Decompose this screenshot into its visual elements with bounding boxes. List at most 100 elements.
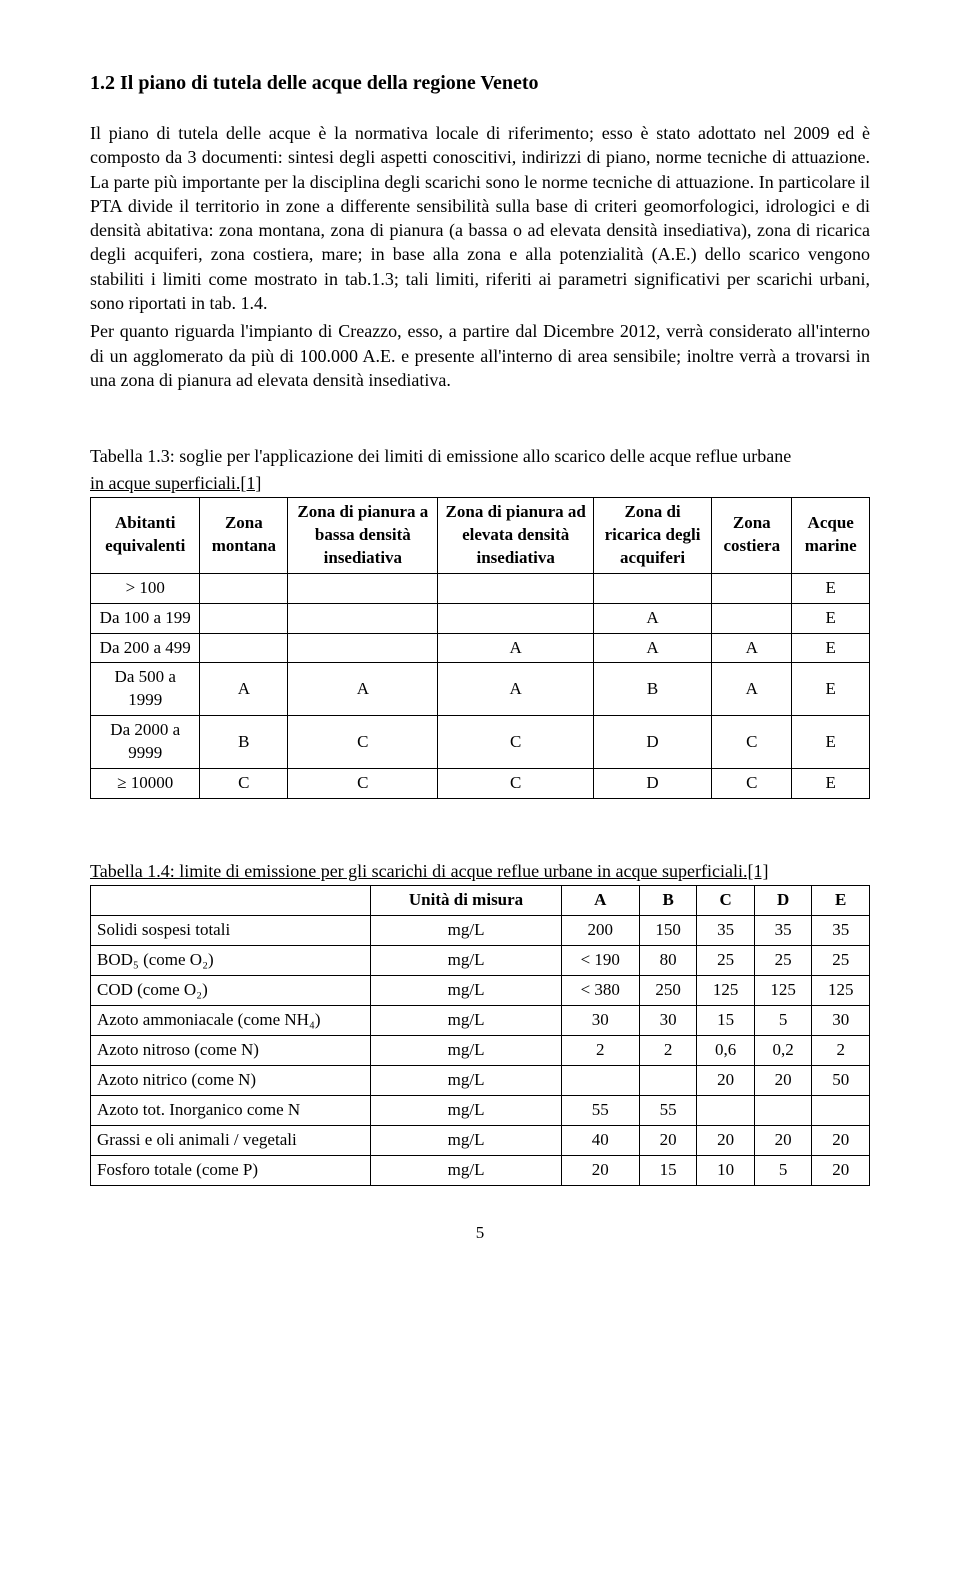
table-cell: 15 (697, 1006, 755, 1036)
table-row: Da 500 a 1999AAABAE (91, 663, 870, 716)
table-cell: 20 (697, 1066, 755, 1096)
table-cell: 25 (754, 946, 812, 976)
table-cell (754, 1096, 812, 1126)
table-cell: A (593, 603, 711, 633)
table-cell: 5 (754, 1006, 812, 1036)
table-row: Azoto ammoniacale (come NH₄)mg/L30301553… (91, 1006, 870, 1036)
table-cell: A (438, 663, 593, 716)
paragraph-1: Il piano di tutela delle acque è la norm… (90, 121, 870, 315)
table-1: Abitanti equivalentiZona montanaZona di … (90, 497, 870, 799)
table-cell: 0,6 (697, 1036, 755, 1066)
table-row: Azoto nitrico (come N)mg/L202050 (91, 1066, 870, 1096)
table2-header: Unità di misura (371, 886, 561, 916)
table-cell: 2 (561, 1036, 639, 1066)
table-cell: Grassi e oli animali / vegetali (91, 1125, 371, 1155)
table-cell: mg/L (371, 1036, 561, 1066)
table-cell: Da 500 a 1999 (91, 663, 200, 716)
table-cell: BOD₅ (come O₂) (91, 946, 371, 976)
table-cell: 55 (639, 1096, 697, 1126)
table-cell: 250 (639, 976, 697, 1006)
table-cell: COD (come O₂) (91, 976, 371, 1006)
table-cell: 15 (639, 1155, 697, 1185)
table-cell: 2 (639, 1036, 697, 1066)
table-cell: < 380 (561, 976, 639, 1006)
table-cell (712, 603, 792, 633)
table-cell: C (200, 769, 288, 799)
table-cell: E (792, 573, 870, 603)
table-cell (712, 573, 792, 603)
table-row: COD (come O₂)mg/L< 380250125125125 (91, 976, 870, 1006)
table-cell: C (712, 769, 792, 799)
table-cell: 200 (561, 916, 639, 946)
table-row: ≥ 10000CCCDCE (91, 769, 870, 799)
table-cell: > 100 (91, 573, 200, 603)
table-cell: 30 (561, 1006, 639, 1036)
table-cell: 0,2 (754, 1036, 812, 1066)
table-row: Da 100 a 199 A E (91, 603, 870, 633)
table-row: Fosforo totale (come P)mg/L201510520 (91, 1155, 870, 1185)
table1-header: Zona montana (200, 497, 288, 573)
table-cell: Solidi sospesi totali (91, 916, 371, 946)
table-cell: 35 (812, 916, 870, 946)
table-cell: C (288, 769, 438, 799)
table-cell: E (792, 663, 870, 716)
table-cell: 150 (639, 916, 697, 946)
table-cell: Da 200 a 499 (91, 633, 200, 663)
table-cell: A (438, 633, 593, 663)
table-cell: A (288, 663, 438, 716)
table-cell (200, 603, 288, 633)
table-cell: C (712, 716, 792, 769)
table-row: Solidi sospesi totalimg/L200150353535 (91, 916, 870, 946)
table-cell: 125 (812, 976, 870, 1006)
table-cell: 20 (812, 1125, 870, 1155)
table1-caption-line1: Tabella 1.3: soglie per l'applicazione d… (90, 444, 870, 468)
table-cell: 20 (754, 1066, 812, 1096)
table-cell: D (593, 716, 711, 769)
table-cell: 35 (754, 916, 812, 946)
table2-header: C (697, 886, 755, 916)
table-cell (200, 573, 288, 603)
table-cell: E (792, 633, 870, 663)
table-cell: A (712, 663, 792, 716)
table-cell: 50 (812, 1066, 870, 1096)
table-cell: ≥ 10000 (91, 769, 200, 799)
body-text: Il piano di tutela delle acque è la norm… (90, 121, 870, 392)
table-cell: mg/L (371, 916, 561, 946)
table-cell: Fosforo totale (come P) (91, 1155, 371, 1185)
table-cell (438, 573, 593, 603)
table-cell: E (792, 603, 870, 633)
table-cell: mg/L (371, 1066, 561, 1096)
table1-caption-line2: in acque superficiali.[1] (90, 471, 870, 495)
table-cell (812, 1096, 870, 1126)
table-cell: 10 (697, 1155, 755, 1185)
table-cell (200, 633, 288, 663)
table-cell (697, 1096, 755, 1126)
table-cell: C (288, 716, 438, 769)
table-cell: Azoto nitrico (come N) (91, 1066, 371, 1096)
table-cell: mg/L (371, 976, 561, 1006)
table-cell: 35 (697, 916, 755, 946)
table-cell: 20 (754, 1125, 812, 1155)
table-cell (288, 633, 438, 663)
table-cell: Da 100 a 199 (91, 603, 200, 633)
table2-header: E (812, 886, 870, 916)
table-cell: C (438, 716, 593, 769)
table-cell: < 190 (561, 946, 639, 976)
paragraph-2: Per quanto riguarda l'impianto di Creazz… (90, 319, 870, 392)
table-row: > 100 E (91, 573, 870, 603)
table-cell: 20 (812, 1155, 870, 1185)
table-cell: 40 (561, 1125, 639, 1155)
table-cell: 25 (697, 946, 755, 976)
table-row: Grassi e oli animali / vegetalimg/L40202… (91, 1125, 870, 1155)
table-row: Da 200 a 499AAAE (91, 633, 870, 663)
table-cell (288, 573, 438, 603)
table-cell: E (792, 716, 870, 769)
table-cell: A (712, 633, 792, 663)
table-cell: A (200, 663, 288, 716)
table-cell: 5 (754, 1155, 812, 1185)
table-cell: Azoto tot. Inorganico come N (91, 1096, 371, 1126)
table-cell: mg/L (371, 946, 561, 976)
table-cell (639, 1066, 697, 1096)
table1-header: Zona costiera (712, 497, 792, 573)
table2-header: D (754, 886, 812, 916)
